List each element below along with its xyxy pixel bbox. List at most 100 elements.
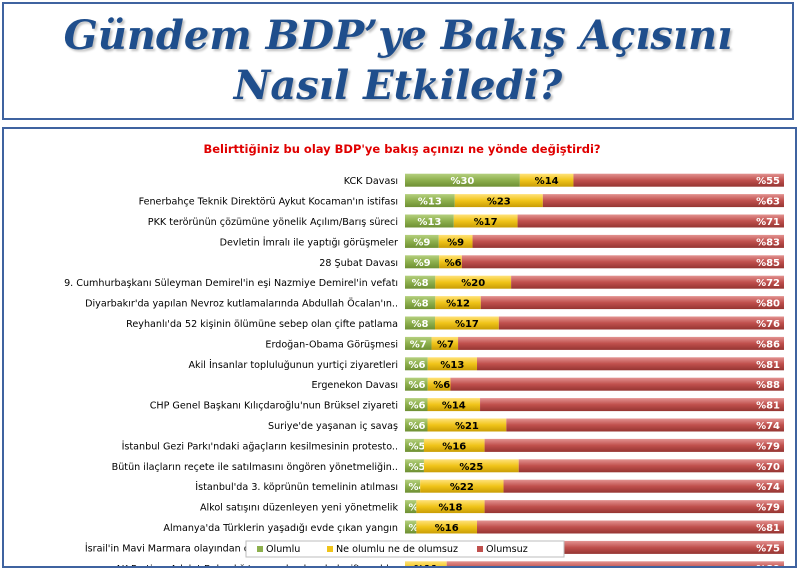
bar-segment-negative	[499, 540, 784, 554]
bar-segment-negative	[484, 500, 784, 514]
data-label: %5	[409, 462, 426, 473]
category-label: Bütün ilaçların reçete ile satılmasını ö…	[112, 461, 398, 473]
data-label: %14	[442, 401, 466, 412]
bar-segment-neutral	[427, 418, 507, 432]
bar-segment-neutral	[438, 234, 473, 248]
bar-segment-negative	[472, 234, 784, 248]
category-label: Suriye'de yaşanan iç savaş	[268, 421, 398, 432]
data-label: %13	[418, 197, 442, 208]
bar-segment-neutral	[423, 438, 485, 452]
bar-segment-positive	[405, 194, 455, 208]
bar-segment-negative	[542, 194, 784, 208]
bar-segment-negative	[484, 438, 784, 452]
chart-row: Ergenekon Davası %6 %6 %88	[311, 377, 784, 391]
chart-row: Fenerbahçe Teknik Direktörü Aykut Kocama…	[139, 194, 784, 208]
category-label: 28 Şubat Davası	[319, 258, 398, 269]
data-label: %79	[756, 503, 780, 514]
title-banner: Gündem BDP’ye Bakış Açısını Nasıl Etkile…	[2, 2, 794, 120]
data-label: %72	[756, 278, 780, 289]
category-label: Ergenekon Davası	[311, 380, 398, 391]
data-label: %18	[439, 503, 463, 514]
data-label: %9	[447, 237, 464, 248]
data-label: %55	[756, 176, 780, 187]
data-label: %63	[756, 197, 780, 208]
bar-segment-negative	[450, 377, 784, 391]
data-label: %8	[412, 278, 429, 289]
data-label: %81	[756, 523, 780, 534]
chart-row: Bütün ilaçların reçete ile satılmasını ö…	[112, 459, 784, 473]
bar-segment-positive	[405, 438, 424, 452]
bar-segment-positive	[405, 459, 424, 473]
stacked-bar-chart: Belirttiğiniz bu olay BDP'ye bakış açını…	[64, 142, 784, 566]
category-label: İstanbul'da 3. köprünün temelinin atılma…	[195, 480, 398, 493]
category-label: Akil İnsanlar topluluğunun yurtiçi ziyar…	[188, 358, 398, 371]
chart-row: Reyhanlı'da 52 kişinin ölümüne sebep ola…	[126, 316, 784, 330]
bar-segment-positive	[405, 316, 436, 330]
chart-row: KCK Davası %30 %14 %55	[344, 173, 784, 187]
bar-segment-positive	[405, 296, 436, 310]
bar-segment-positive	[405, 214, 454, 228]
data-label: %7	[410, 339, 427, 350]
bar-segment-positive	[405, 336, 432, 350]
category-label: KCK Davası	[344, 176, 398, 187]
bar-segment-negative	[518, 459, 784, 473]
bar-segment-neutral	[454, 194, 543, 208]
bar-segment-positive	[405, 500, 417, 514]
data-label: %76	[756, 319, 780, 330]
data-label: %14	[535, 176, 559, 187]
data-label: %74	[756, 421, 780, 432]
data-label: %17	[455, 319, 479, 330]
page-title: Gündem BDP’ye Bakış Açısını Nasıl Etkile…	[63, 12, 733, 109]
category-label: Almanya'da Türklerin yaşadığı evde çıkan…	[163, 522, 398, 534]
data-label: %74	[756, 482, 780, 493]
bar-segment-neutral	[435, 296, 481, 310]
data-label: %5	[409, 441, 426, 452]
bar-segment-negative	[503, 479, 784, 493]
data-label: %9	[413, 237, 430, 248]
bar-segment-positive	[405, 255, 440, 269]
data-label: %75	[756, 543, 780, 554]
chart-row: Diyarbakır'da yapılan Nevroz kutlamaları…	[85, 296, 784, 310]
data-label: %85	[756, 258, 780, 269]
bar-segment-negative	[480, 296, 784, 310]
bar-segment-negative	[573, 173, 784, 187]
chart-row: PKK terörünün çözümüne yönelik Açılım/Ba…	[148, 214, 784, 228]
bar-segment-positive	[405, 479, 421, 493]
data-label: %30	[450, 176, 474, 187]
chart-row: Akil İnsanlar topluluğunun yurtiçi ziyar…	[188, 357, 784, 371]
data-label: %17	[474, 217, 498, 228]
bar-segment-negative	[477, 520, 784, 534]
chart-title: Belirttiğiniz bu olay BDP'ye bakış açını…	[203, 142, 600, 156]
category-label: PKK terörünün çözümüne yönelik Açılım/Ba…	[148, 217, 398, 228]
data-label: %13	[440, 360, 464, 371]
legend-swatch	[477, 546, 483, 552]
bar-segment-positive	[405, 275, 436, 289]
data-label: %6	[445, 258, 462, 269]
category-label: AK Parti ve Adalet Bakanlığı'na yapılan …	[115, 563, 398, 566]
data-label: %79	[756, 441, 780, 452]
legend-frame	[245, 540, 565, 558]
data-label: %70	[756, 462, 780, 473]
bar-segment-positive	[405, 173, 520, 187]
bar-segment-neutral	[405, 561, 447, 566]
data-label: %83	[756, 237, 780, 248]
bar-segment-neutral	[416, 520, 478, 534]
data-label: %25	[459, 462, 483, 473]
chart-row: Almanya'da Türklerin yaşadığı evde çıkan…	[163, 520, 784, 534]
bar-segment-negative	[461, 255, 784, 269]
bar-segment-neutral	[427, 398, 481, 412]
data-label: %89	[756, 564, 780, 566]
data-label: %13	[417, 217, 441, 228]
bar-segment-positive	[405, 357, 428, 371]
bar-segment-neutral	[435, 316, 499, 330]
bar-segment-negative	[446, 561, 784, 566]
data-label: %16	[442, 441, 466, 452]
bar-segment-neutral	[431, 336, 459, 350]
chart-row: Suriye'de yaşanan iç savaş %6 %21 %74	[268, 418, 784, 432]
chart-row: İstanbul Gezi Parkı'ndaki ağaçların kesi…	[122, 438, 784, 452]
data-label: %6	[433, 380, 450, 391]
data-label: %71	[756, 217, 780, 228]
data-label: %9	[414, 258, 431, 269]
data-label: %81	[756, 401, 780, 412]
bar-segment-negative	[458, 336, 784, 350]
